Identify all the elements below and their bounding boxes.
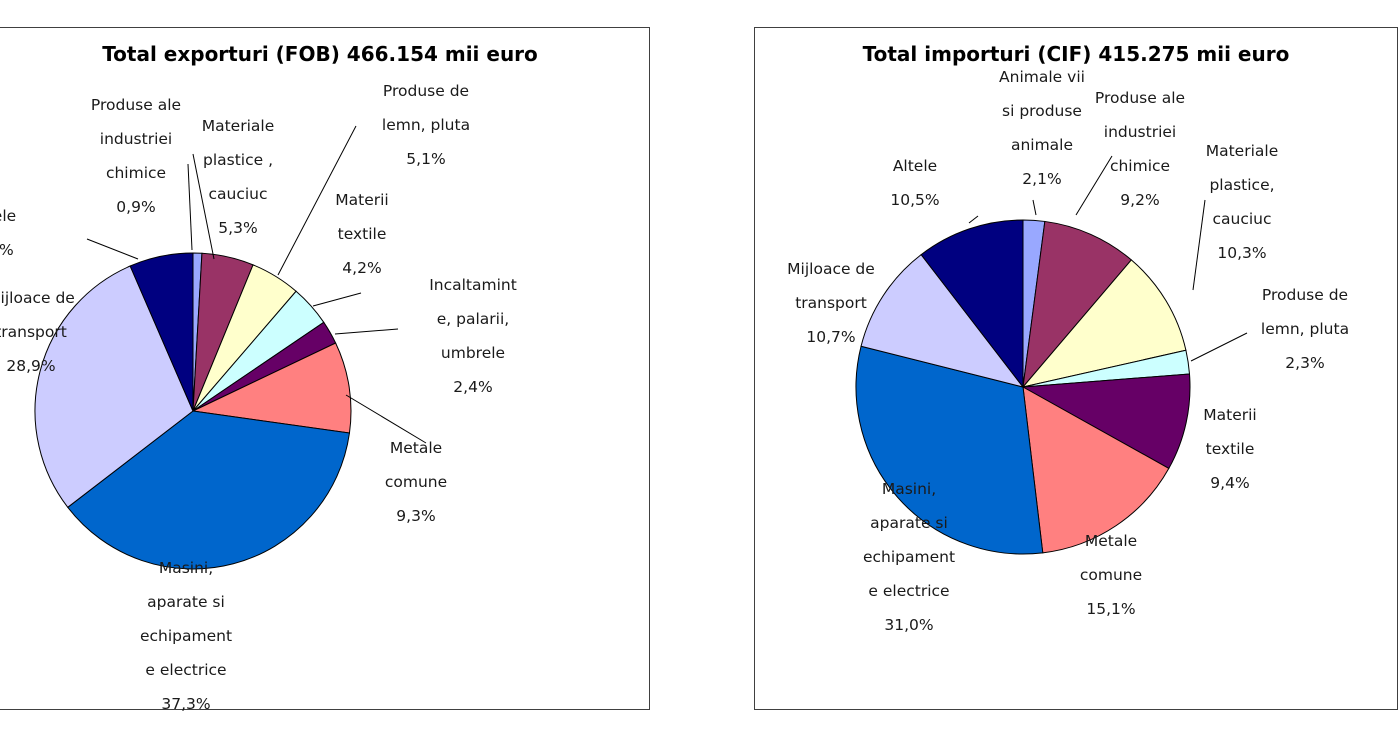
import-chart-panel: Total importuri (CIF) 415.275 mii euro A… bbox=[754, 27, 1398, 710]
export-pie-slice-6 bbox=[191, 342, 352, 434]
import-slice-label-1: Animale vii si produse animale 2,1% bbox=[999, 68, 1085, 188]
export-leader-line-9 bbox=[86, 238, 139, 260]
import-slice-label-2: Produse ale industriei chimice 9,2% bbox=[1095, 89, 1185, 209]
import-pie-chart: Animale vii si produse animale 2,1%Produse … bbox=[787, 68, 1349, 634]
import-slice-label-6: Metale comune 15,1% bbox=[1080, 532, 1142, 618]
import-chart-title: Total importuri (CIF) 415.275 mii euro bbox=[862, 42, 1290, 66]
export-leader-line-1 bbox=[187, 163, 193, 251]
import-slice-label-5: Materii textile 9,4% bbox=[1203, 406, 1256, 492]
import-pie-slice-5 bbox=[1021, 373, 1191, 470]
import-leader-line-2 bbox=[1075, 155, 1113, 216]
import-slice-label-8: Mijloace de transport 10,7% bbox=[787, 260, 875, 346]
export-slice-label-7: Masini, aparate si echipament e electrice 37… bbox=[140, 559, 232, 713]
import-pie-slice-3 bbox=[1021, 259, 1187, 388]
import-pie-slice-9 bbox=[920, 219, 1024, 389]
export-leader-line-3 bbox=[277, 125, 357, 276]
export-chart-panel: Total exporturi (FOB) 466.154 mii euro P… bbox=[0, 27, 650, 713]
export-pie-slice-9 bbox=[129, 252, 194, 412]
export-pie-slice-7 bbox=[67, 410, 351, 570]
export-pie-chart: Produse ale industriei chimice 0,9% Material… bbox=[0, 82, 517, 713]
export-leader-line-5 bbox=[334, 328, 399, 335]
export-slice-label-2: Materiale plastice , cauciuc 5,3% bbox=[202, 117, 275, 237]
export-leader-line-4 bbox=[312, 292, 362, 307]
export-slice-label-6: Metale comune 9,3% bbox=[385, 439, 447, 525]
export-slice-label-9: Altele6,5% bbox=[0, 207, 16, 259]
import-leader-line-9 bbox=[968, 215, 979, 224]
import-leader-line-4 bbox=[1190, 332, 1248, 362]
import-slice-label-7: Masini, aparate si echipament e electrice 31… bbox=[863, 480, 955, 634]
import-pie-slice-7 bbox=[855, 345, 1044, 555]
export-chart-title: Total exporturi (FOB) 466.154 mii euro bbox=[102, 42, 538, 66]
import-leader-line-3 bbox=[1192, 199, 1206, 291]
import-slice-label-9: Altele 10,5% bbox=[890, 157, 939, 209]
import-pie-slice-6 bbox=[1022, 386, 1170, 554]
export-leader-line-2 bbox=[192, 153, 215, 260]
export-slice-label-5: Incaltamint e, palarii, umbrele 2,4% bbox=[429, 276, 517, 396]
import-leader-line-1 bbox=[1032, 199, 1037, 216]
export-leader-line-6 bbox=[345, 394, 427, 444]
export-pie-slice-8 bbox=[34, 265, 194, 509]
import-pie-slice-2 bbox=[1022, 220, 1133, 389]
import-slice-label-4: Produse de lemn, pluta 2,3% bbox=[1261, 286, 1349, 372]
export-slice-label-1: Produse ale industriei chimice 0,9% bbox=[91, 96, 181, 216]
import-pie-slice-8 bbox=[860, 253, 1025, 388]
import-slice-label-3: Materiale plastice, cauciuc 10,3% bbox=[1206, 142, 1279, 262]
export-slice-label-4: Materii textile 4,2% bbox=[335, 191, 388, 277]
export-slice-label-3: Produse de lemn, pluta 5,1% bbox=[382, 82, 470, 168]
